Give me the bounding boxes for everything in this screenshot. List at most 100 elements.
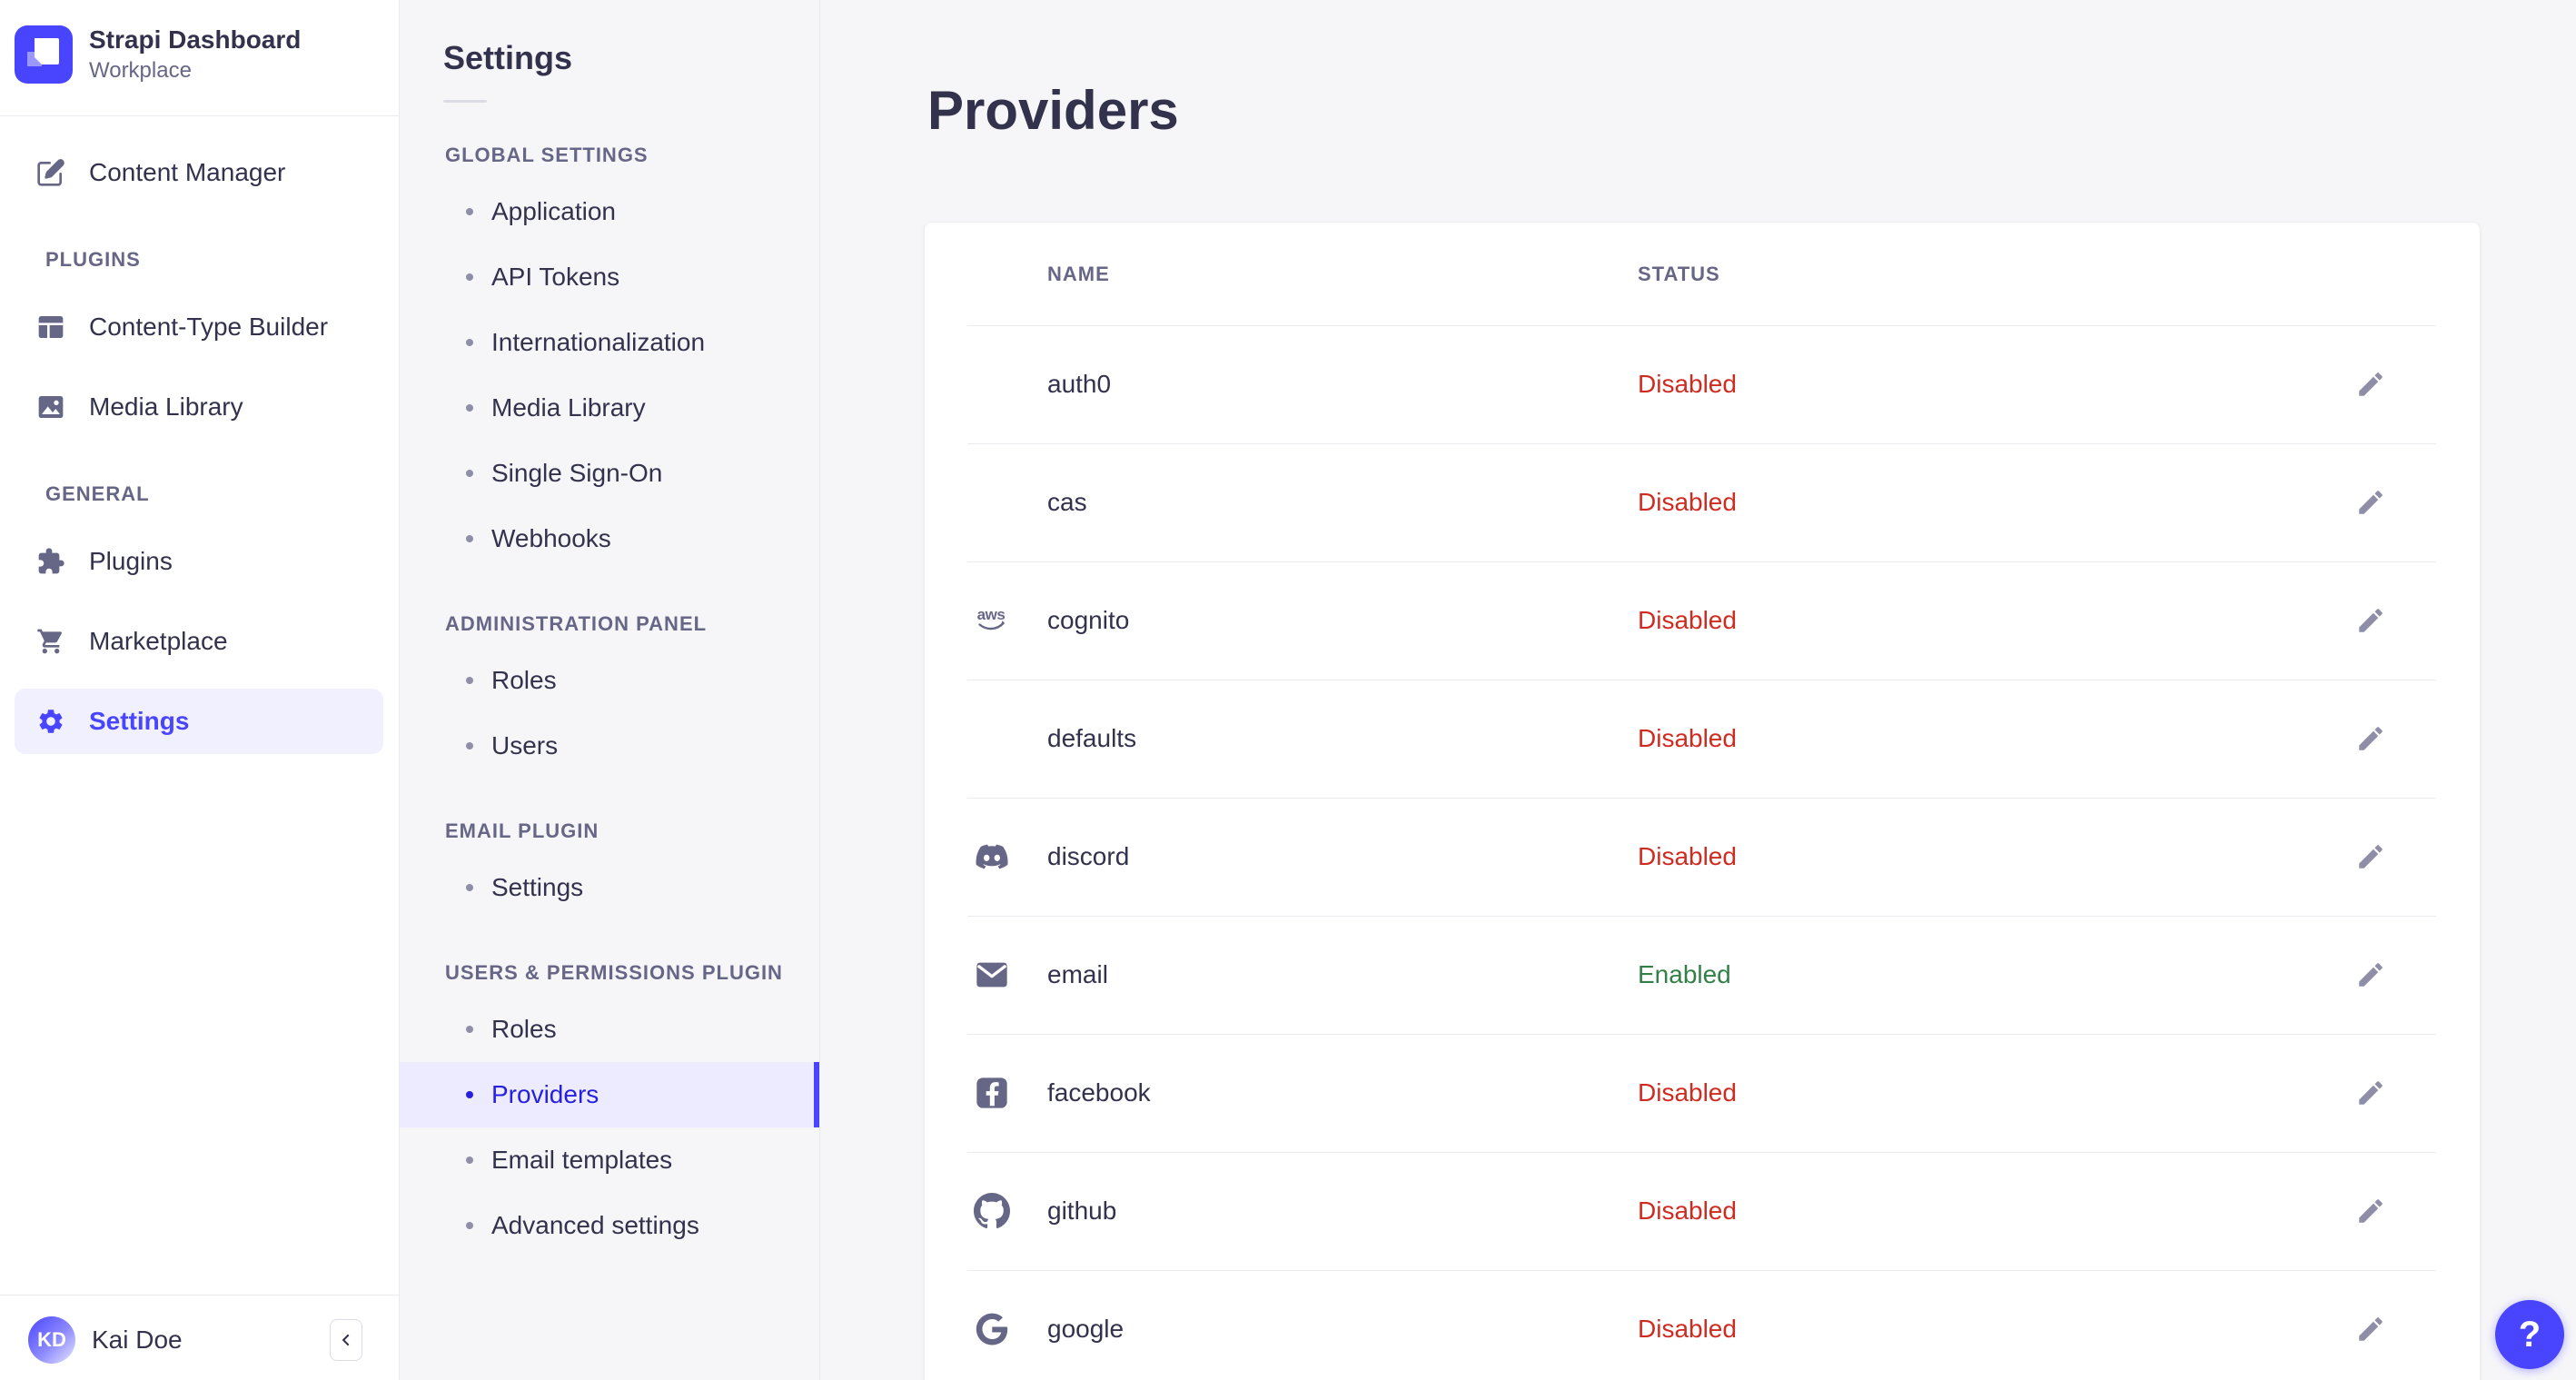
settings-nav-item-settings[interactable]: Settings [400, 855, 819, 920]
column-header-name: NAME [1047, 262, 1110, 285]
workspace-name: Workplace [89, 58, 192, 83]
provider-name: github [1047, 1196, 1117, 1225]
settings-nav-item-roles[interactable]: Roles [400, 997, 819, 1062]
strapi-logo-icon [15, 25, 73, 84]
provider-status: Disabled [1638, 724, 1737, 752]
media-library-icon [36, 392, 65, 422]
content-manager-icon [36, 158, 65, 187]
edit-provider-button-github[interactable] [2347, 1187, 2394, 1235]
page-title: Providers [927, 80, 1179, 141]
bullet-icon [466, 677, 473, 684]
edit-provider-button-auth0[interactable] [2347, 361, 2394, 408]
provider-status: Disabled [1638, 370, 1737, 398]
svg-text:aws: aws [977, 606, 1006, 623]
edit-provider-button-cas[interactable] [2347, 479, 2394, 526]
sidebar-item-plugins[interactable]: Plugins [15, 529, 383, 594]
provider-row-google[interactable]: google Disabled [925, 1270, 2480, 1380]
provider-row-cas[interactable]: cas Disabled [925, 443, 2480, 561]
pencil-icon [2355, 369, 2386, 400]
settings-nav-item-users[interactable]: Users [400, 713, 819, 779]
settings-subnav: Settings GLOBAL SETTINGS Application API… [400, 0, 820, 1380]
edit-provider-button-defaults[interactable] [2347, 715, 2394, 762]
bullet-icon [466, 1157, 473, 1164]
edit-provider-button-discord[interactable] [2347, 833, 2394, 880]
app-title: Strapi Dashboard [89, 25, 302, 54]
edit-provider-button-google[interactable] [2347, 1306, 2394, 1353]
provider-name: email [1047, 960, 1108, 988]
provider-row-discord[interactable]: discord Disabled [925, 798, 2480, 916]
subnav-section: USERS & PERMISSIONS PLUGIN Roles Provide… [400, 960, 819, 1258]
settings-icon [36, 707, 65, 736]
workspace-switcher[interactable]: Strapi Dashboard Workplace [15, 25, 301, 84]
sidebar-item-content-manager[interactable]: Content Manager [15, 140, 383, 205]
settings-nav-item-email-templates[interactable]: Email templates [400, 1127, 819, 1193]
pencil-icon [2355, 605, 2386, 636]
main-content: Providers NAME STATUS auth0 Disabled cas [820, 0, 2576, 1380]
github-icon [974, 1152, 1028, 1270]
provider-name: cas [1047, 488, 1087, 516]
sidebar-item-settings[interactable]: Settings [15, 689, 383, 754]
provider-name: auth0 [1047, 370, 1112, 398]
provider-status: Disabled [1638, 842, 1737, 870]
edit-provider-button-cognito[interactable] [2347, 597, 2394, 644]
edit-provider-button-email[interactable] [2347, 951, 2394, 998]
discord-icon [974, 798, 1028, 916]
column-header-status: STATUS [1638, 262, 1720, 285]
settings-nav-item-internationalization[interactable]: Internationalization [400, 310, 819, 375]
sidebar-item-content-type-builder[interactable]: Content-Type Builder [15, 294, 383, 360]
settings-nav-item-providers[interactable]: Providers [400, 1062, 819, 1127]
subnav-section-label: EMAIL PLUGIN [445, 819, 599, 842]
plugins-icon [36, 547, 65, 576]
google-icon [974, 1270, 1028, 1380]
pencil-icon [2355, 487, 2386, 518]
subnav-section-label: USERS & PERMISSIONS PLUGIN [445, 961, 783, 984]
provider-status: Disabled [1638, 606, 1737, 634]
subnav-section-label: GLOBAL SETTINGS [445, 144, 649, 166]
provider-row-defaults[interactable]: defaults Disabled [925, 680, 2480, 798]
sidebar-item-marketplace[interactable]: Marketplace [15, 609, 383, 674]
avatar: KD [28, 1316, 75, 1364]
provider-row-facebook[interactable]: facebook Disabled [925, 1034, 2480, 1152]
bullet-icon [466, 742, 473, 750]
pencil-icon [2355, 1314, 2386, 1345]
bullet-icon [466, 535, 473, 542]
help-button[interactable]: ? [2495, 1300, 2564, 1369]
sidebar-section-label: PLUGINS [45, 248, 141, 271]
settings-nav-item-media-library[interactable]: Media Library [400, 375, 819, 441]
bullet-icon [466, 1091, 473, 1098]
subnav-title-divider [443, 100, 487, 103]
provider-name: google [1047, 1315, 1125, 1343]
provider-status: Disabled [1638, 488, 1737, 516]
settings-nav-item-advanced-settings[interactable]: Advanced settings [400, 1193, 819, 1258]
settings-nav-item-single-sign-on[interactable]: Single Sign-On [400, 441, 819, 506]
sidebar-section: PLUGINS Content-Type Builder Media Libra… [0, 247, 399, 440]
provider-status: Disabled [1638, 1196, 1737, 1225]
settings-nav-item-roles[interactable]: Roles [400, 648, 819, 713]
bullet-icon [466, 1026, 473, 1033]
facebook-icon [974, 1034, 1028, 1152]
sidebar-section-label: GENERAL [45, 482, 150, 505]
provider-name: discord [1047, 842, 1130, 870]
settings-nav-item-webhooks[interactable]: Webhooks [400, 506, 819, 571]
provider-row-auth0[interactable]: auth0 Disabled [925, 325, 2480, 443]
subnav-section: GLOBAL SETTINGS Application API Tokens I… [400, 143, 819, 571]
bullet-icon [466, 339, 473, 346]
settings-nav-item-api-tokens[interactable]: API Tokens [400, 244, 819, 310]
bullet-icon [466, 470, 473, 477]
settings-nav-item-application[interactable]: Application [400, 179, 819, 244]
pencil-icon [2355, 1077, 2386, 1108]
edit-provider-button-facebook[interactable] [2347, 1069, 2394, 1117]
sidebar-item-media-library[interactable]: Media Library [15, 374, 383, 440]
provider-row-cognito[interactable]: aws cognito Disabled [925, 561, 2480, 680]
provider-row-github[interactable]: github Disabled [925, 1152, 2480, 1270]
subnav-section: EMAIL PLUGIN Settings [400, 819, 819, 920]
content-type-builder-icon [36, 313, 65, 342]
subnav-title: Settings [443, 39, 573, 76]
collapse-sidebar-button[interactable] [330, 1319, 362, 1361]
pencil-icon [2355, 723, 2386, 754]
table-header: NAME STATUS [925, 223, 2480, 325]
provider-name: facebook [1047, 1078, 1151, 1107]
no-icon [974, 680, 1028, 798]
user-menu[interactable]: KD Kai Doe [28, 1316, 183, 1364]
provider-row-email[interactable]: email Enabled [925, 916, 2480, 1034]
